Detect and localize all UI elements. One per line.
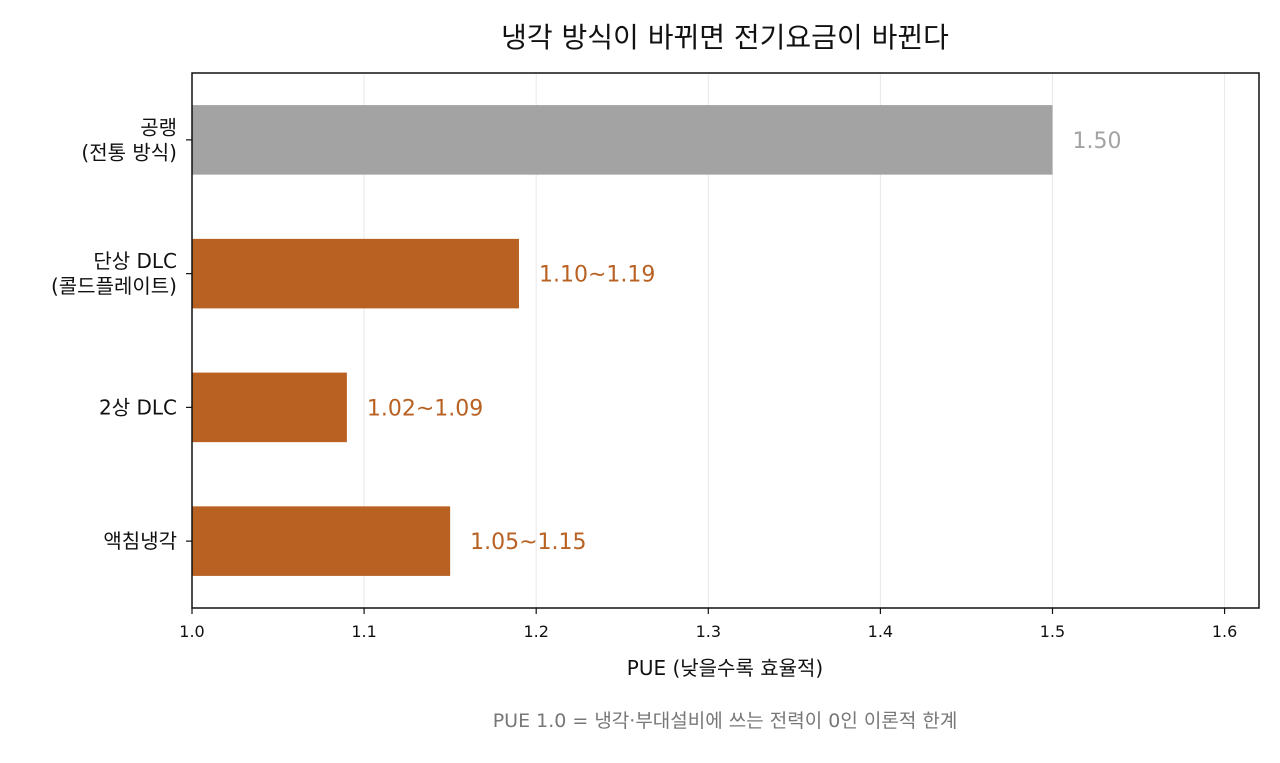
bar (192, 506, 451, 576)
bar (192, 238, 519, 309)
category-label: (전통 방식) (81, 140, 177, 164)
category-label: 공랭 (140, 115, 177, 139)
x-tick-label: 1.4 (868, 622, 893, 641)
footnote: PUE 1.0 = 냉각·부대설비에 쓰는 전력이 0인 이론적 한계 (493, 710, 958, 732)
bar (192, 372, 347, 443)
category-labels: 공랭(전통 방식) 단상 DLC(콜드플레이트) 2상 DLC 액침냉각 (51, 115, 192, 553)
category-label: 2상 DLC (99, 395, 177, 419)
category-label: (콜드플레이트) (51, 274, 177, 298)
x-tick-label: 1.0 (179, 622, 204, 641)
chart-title: 냉각 방식이 바뀌면 전기요금이 바뀐다 (501, 21, 949, 54)
x-tick-label: 1.3 (696, 622, 721, 641)
bar-value-label: 1.10~1.19 (539, 263, 655, 288)
category-label: 액침냉각 (103, 529, 177, 553)
x-axis-title: PUE (낮을수록 효율적) (627, 656, 823, 680)
bar-value-label: 1.05~1.15 (470, 530, 586, 555)
x-tick-label: 1.2 (523, 622, 548, 641)
bar-value-label: 1.50 (1072, 129, 1121, 154)
value-labels: 1.50 1.10~1.19 1.02~1.09 1.05~1.15 (367, 129, 1122, 555)
bars (192, 105, 1053, 576)
bar (192, 105, 1053, 175)
plot-frame (191, 72, 1260, 609)
bar-value-label: 1.02~1.09 (367, 396, 483, 421)
x-tick-labels: 1.0 1.1 1.2 1.3 1.4 1.5 1.6 (179, 608, 1237, 641)
category-label: 단상 DLC (93, 249, 177, 273)
x-tick-label: 1.5 (1040, 622, 1065, 641)
x-tick-label: 1.6 (1212, 622, 1237, 641)
x-tick-label: 1.1 (351, 622, 376, 641)
